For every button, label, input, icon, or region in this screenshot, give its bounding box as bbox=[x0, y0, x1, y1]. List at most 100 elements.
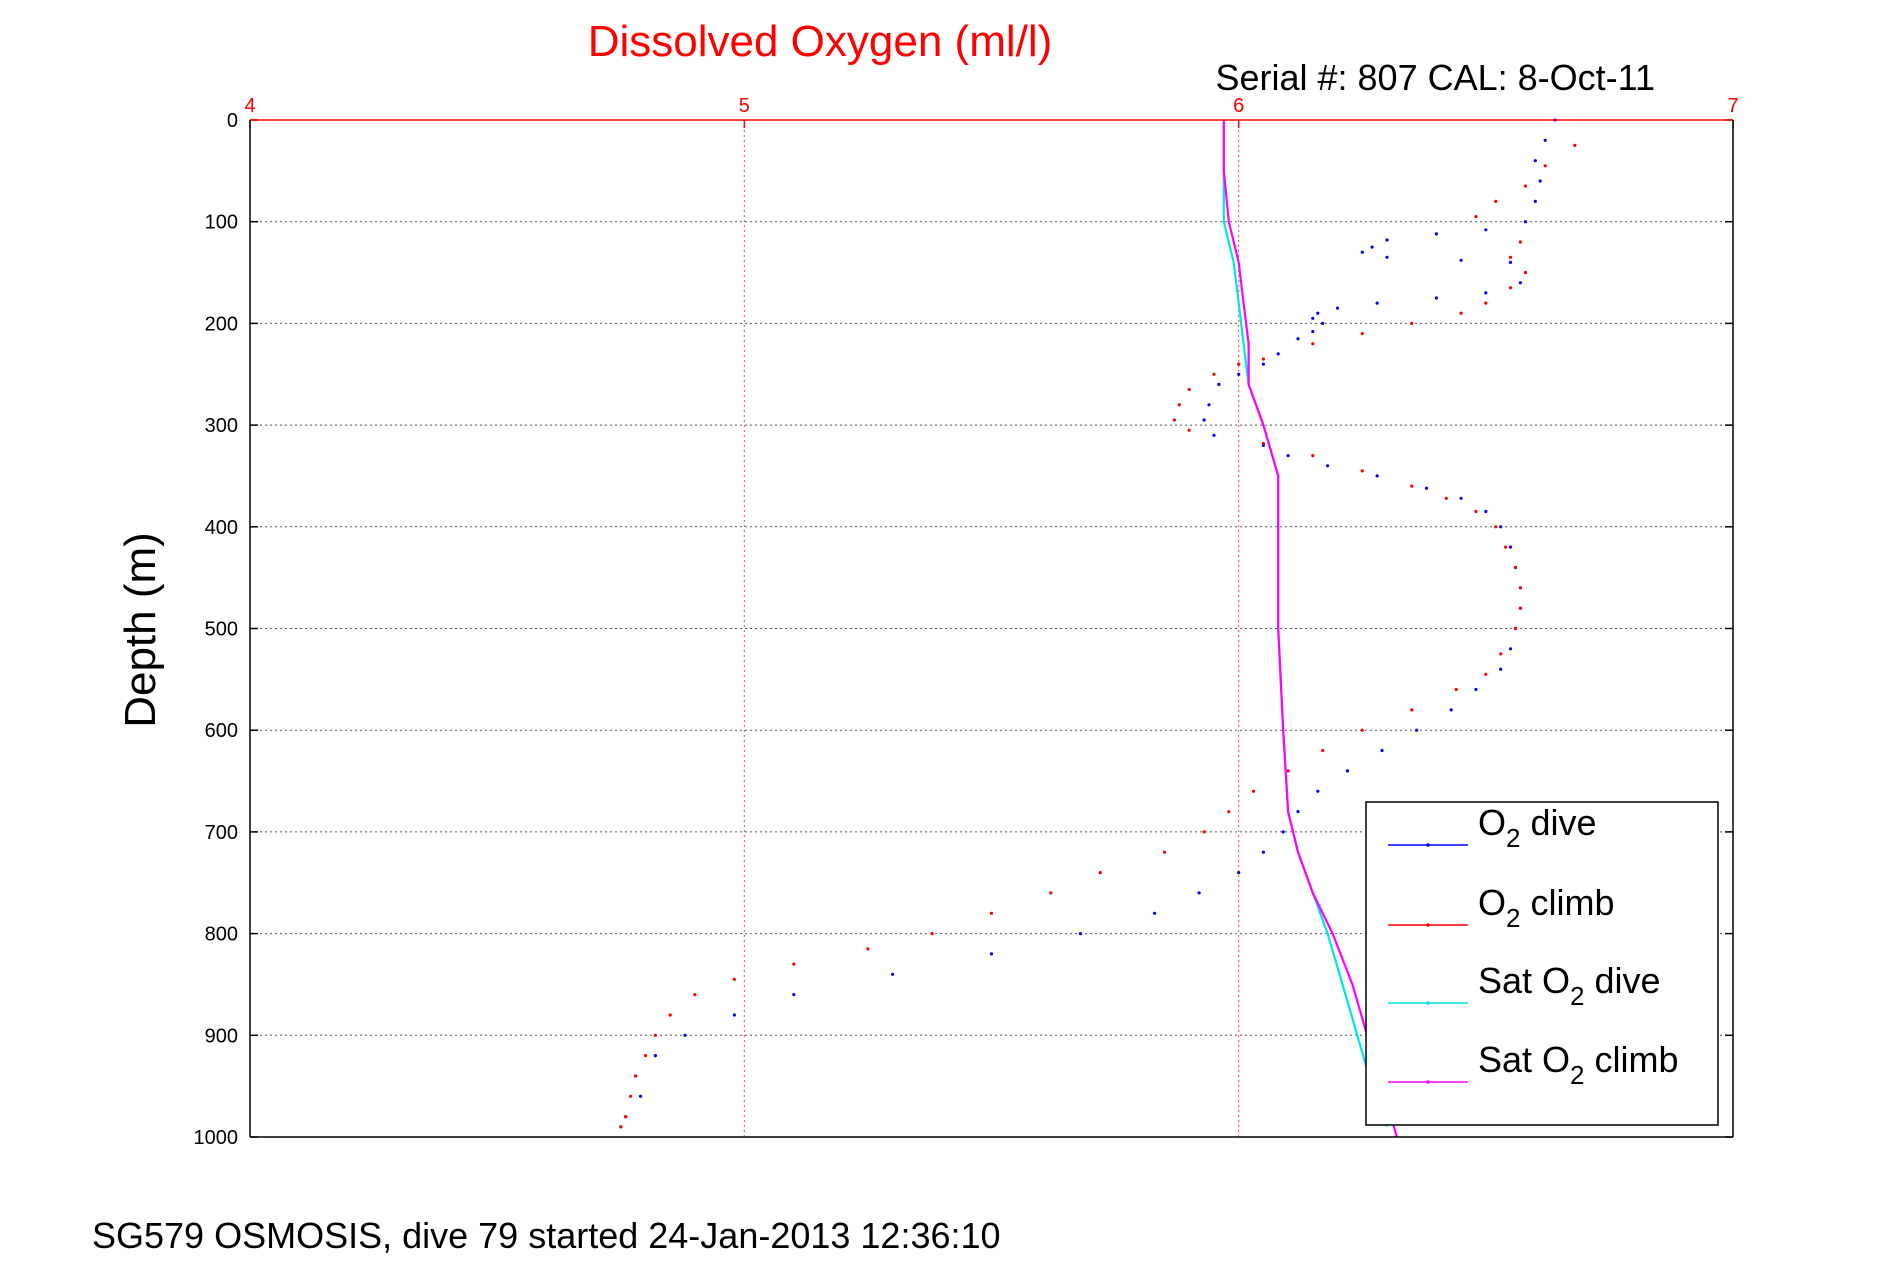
series-layer bbox=[619, 118, 1577, 1138]
data-point bbox=[1296, 337, 1300, 341]
data-point bbox=[1523, 184, 1527, 188]
data-point bbox=[629, 1094, 633, 1098]
data-point bbox=[1508, 545, 1513, 549]
series-line-sat-o2-climb bbox=[1222, 120, 1398, 1138]
data-point bbox=[1449, 708, 1453, 712]
data-point bbox=[1172, 418, 1176, 422]
data-point bbox=[683, 1033, 687, 1037]
data-point bbox=[1508, 255, 1513, 259]
data-point bbox=[1202, 830, 1206, 834]
data-point bbox=[1321, 321, 1325, 325]
data-point bbox=[1523, 220, 1527, 224]
data-point bbox=[638, 1094, 643, 1098]
data-point bbox=[1316, 789, 1320, 793]
series-line-sat-o2-dive bbox=[1222, 120, 1389, 1128]
data-point bbox=[619, 1125, 623, 1129]
data-point bbox=[1415, 728, 1419, 732]
data-point bbox=[693, 993, 697, 997]
legend-item-o2-climb: O2 climb bbox=[1388, 882, 1615, 933]
data-point bbox=[668, 1013, 672, 1017]
data-point bbox=[1177, 403, 1181, 407]
x-tick-label: 4 bbox=[244, 95, 255, 117]
data-point bbox=[1237, 372, 1241, 376]
data-point bbox=[1484, 228, 1488, 232]
data-point bbox=[792, 993, 796, 997]
y-tick-label: 1000 bbox=[194, 1127, 239, 1149]
data-point bbox=[1513, 626, 1518, 631]
data-point bbox=[1217, 382, 1221, 386]
data-point bbox=[1459, 258, 1463, 262]
y-tick-label: 500 bbox=[205, 619, 238, 641]
legend-item-sat-o2-dive: Sat O2 dive bbox=[1388, 960, 1661, 1011]
legend-label: O2 climb bbox=[1478, 882, 1615, 933]
data-point bbox=[1573, 143, 1577, 147]
data-point bbox=[1504, 545, 1508, 549]
data-point bbox=[1494, 525, 1498, 529]
y-tick-label: 100 bbox=[205, 212, 238, 234]
data-point bbox=[1375, 474, 1379, 478]
series-sat-o2-climb bbox=[1222, 120, 1398, 1138]
data-point bbox=[1311, 316, 1315, 320]
data-point bbox=[1380, 748, 1384, 753]
data-point bbox=[1078, 932, 1083, 936]
data-point bbox=[624, 1115, 628, 1119]
data-point bbox=[1335, 306, 1340, 310]
data-point bbox=[643, 1054, 648, 1058]
data-point bbox=[1434, 232, 1438, 236]
legend: O2 dive O2 climb Sat O2 dive Sat O2 climb bbox=[1365, 801, 1719, 1126]
data-point bbox=[1424, 486, 1429, 490]
y-tick-label: 600 bbox=[205, 720, 238, 742]
data-point bbox=[1474, 687, 1478, 692]
data-point bbox=[1360, 250, 1364, 254]
data-point bbox=[1385, 238, 1389, 242]
data-point bbox=[1454, 687, 1458, 692]
data-point bbox=[1484, 509, 1488, 514]
y-tick-label: 200 bbox=[205, 313, 238, 335]
data-point bbox=[1326, 464, 1330, 468]
data-point bbox=[1212, 433, 1216, 437]
data-point bbox=[1162, 850, 1167, 854]
data-point bbox=[1296, 810, 1300, 814]
data-point bbox=[1197, 891, 1201, 895]
data-point bbox=[1543, 164, 1547, 168]
data-point bbox=[1513, 565, 1518, 570]
data-point bbox=[1212, 372, 1216, 376]
y-tick-label: 300 bbox=[205, 415, 238, 437]
chart-subtitle: Serial #: 807 CAL: 8-Oct-11 bbox=[1215, 57, 1655, 98]
data-point bbox=[1311, 329, 1315, 334]
data-point bbox=[1098, 871, 1102, 875]
data-point bbox=[1459, 496, 1463, 500]
data-point bbox=[1474, 509, 1478, 514]
data-point bbox=[1321, 748, 1325, 753]
legend-label: O2 dive bbox=[1478, 802, 1597, 853]
data-point bbox=[1499, 652, 1503, 656]
data-point bbox=[1518, 281, 1522, 285]
data-point bbox=[1345, 769, 1349, 773]
legend-marker bbox=[1426, 1080, 1430, 1084]
data-point bbox=[1311, 342, 1315, 346]
data-point bbox=[1508, 260, 1513, 264]
data-point bbox=[1286, 454, 1290, 458]
data-point bbox=[1286, 769, 1290, 773]
series-sat-o2-dive bbox=[1222, 120, 1389, 1128]
data-point bbox=[1518, 240, 1522, 244]
data-point bbox=[1508, 286, 1513, 290]
data-point bbox=[1474, 215, 1478, 219]
data-point bbox=[1508, 647, 1513, 651]
data-point bbox=[1281, 830, 1285, 834]
legend-label: Sat O2 dive bbox=[1478, 960, 1661, 1011]
data-point bbox=[1202, 418, 1206, 422]
data-point bbox=[792, 962, 796, 966]
data-point bbox=[1543, 138, 1547, 142]
y-tick-label: 0 bbox=[227, 110, 238, 132]
legend-item-sat-o2-climb: Sat O2 climb bbox=[1388, 1039, 1679, 1090]
data-point bbox=[1518, 606, 1522, 610]
data-point bbox=[1484, 291, 1488, 295]
series-o2-climb bbox=[619, 143, 1577, 1129]
x-tick-label: 6 bbox=[1233, 95, 1244, 117]
legend-box bbox=[1365, 801, 1719, 1126]
data-point bbox=[1518, 586, 1522, 590]
data-point bbox=[1360, 332, 1364, 336]
data-point bbox=[1523, 270, 1527, 275]
y-tick-label: 400 bbox=[205, 517, 238, 539]
